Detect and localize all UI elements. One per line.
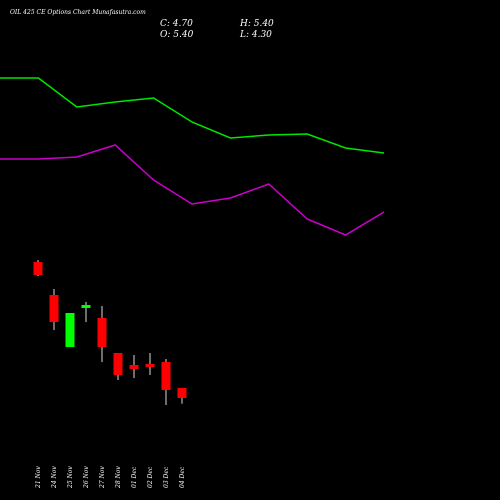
candle-body bbox=[33, 262, 43, 275]
candle-body bbox=[81, 305, 91, 308]
x-tick-label: 01 Dec bbox=[131, 466, 138, 488]
x-tick-label: 26 Nov bbox=[83, 466, 90, 489]
candle-body bbox=[161, 362, 171, 390]
high-label: H: 5.40 bbox=[239, 19, 274, 29]
candle-body bbox=[145, 364, 155, 367]
x-tick-label: 24 Nov bbox=[51, 466, 58, 489]
candle-body bbox=[65, 313, 75, 347]
x-tick-label: 03 Dec bbox=[163, 466, 170, 488]
x-tick-label: 21 Nov bbox=[35, 466, 42, 489]
candle-body bbox=[97, 318, 107, 347]
x-tick-label: 02 Dec bbox=[147, 466, 154, 488]
close-label: C: 4.70 bbox=[160, 19, 193, 29]
candle-body bbox=[129, 365, 139, 369]
low-label: L: 4.30 bbox=[239, 30, 272, 40]
line-series bbox=[0, 144, 385, 236]
x-tick-label: 25 Nov bbox=[67, 466, 74, 489]
open-label: O: 5.40 bbox=[160, 30, 194, 40]
candle-body bbox=[113, 353, 123, 375]
x-tick-label: 27 Nov bbox=[99, 466, 106, 489]
x-tick-label: 28 Nov bbox=[115, 466, 122, 489]
x-tick-label: 04 Dec bbox=[179, 466, 186, 488]
line-series bbox=[0, 77, 385, 154]
candle-body bbox=[177, 388, 187, 398]
chart-title: OIL 425 CE Options Chart Munafasutra.com bbox=[10, 9, 146, 16]
candle-body bbox=[49, 295, 59, 322]
